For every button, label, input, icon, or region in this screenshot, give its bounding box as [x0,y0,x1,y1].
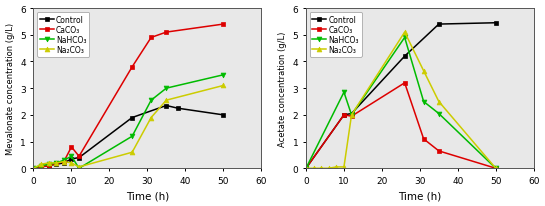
CaCO₃ [163,32,169,34]
Na₂CO₃ [45,162,52,164]
NaHCO₃ [129,135,136,138]
Line: NaHCO₃: NaHCO₃ [31,73,226,171]
Control [76,157,82,159]
Control [30,167,37,170]
Legend: Control, CaCO₃, NaHCO₃, Na₂CO₃: Control, CaCO₃, NaHCO₃, Na₂CO₃ [310,13,362,57]
Control [435,24,442,26]
CaCO₃ [341,114,347,117]
Na₂CO₃ [38,163,44,166]
Na₂CO₃ [53,162,59,164]
NaHCO₃ [220,74,227,77]
NaHCO₃ [60,159,67,162]
Y-axis label: Acetate concentration (g/L): Acetate concentration (g/L) [278,31,287,146]
X-axis label: Time (h): Time (h) [126,191,169,200]
Control [402,56,408,58]
NaHCO₃ [30,167,37,170]
Na₂CO₃ [68,162,75,164]
CaCO₃ [148,37,154,40]
Control [220,114,227,117]
CaCO₃ [493,167,499,170]
CaCO₃ [30,167,37,170]
NaHCO₃ [402,37,408,40]
Control [302,167,309,170]
NaHCO₃ [68,155,75,158]
Na₂CO₃ [163,99,169,102]
NaHCO₃ [45,163,52,166]
NaHCO₃ [302,167,309,170]
Line: Na₂CO₃: Na₂CO₃ [31,84,226,171]
CaCO₃ [402,82,408,85]
CaCO₃ [348,115,355,118]
CaCO₃ [302,167,309,170]
Line: Control: Control [31,104,226,171]
Control [45,165,52,167]
NaHCO₃ [341,91,347,94]
NaHCO₃ [148,99,154,102]
Line: Na₂CO₃: Na₂CO₃ [304,30,498,171]
NaHCO₃ [435,113,442,115]
NaHCO₃ [76,167,82,170]
Na₂CO₃ [493,167,499,170]
Line: CaCO₃: CaCO₃ [304,81,498,171]
Na₂CO₃ [318,167,324,170]
Na₂CO₃ [333,166,340,168]
Na₂CO₃ [420,70,427,73]
Line: CaCO₃: CaCO₃ [31,22,226,171]
Control [348,113,355,115]
NaHCO₃ [493,167,499,170]
CaCO₃ [45,165,52,167]
X-axis label: Time (h): Time (h) [398,191,441,200]
Control [68,158,75,160]
Control [38,166,44,168]
Na₂CO₃ [435,101,442,103]
Na₂CO₃ [325,167,332,170]
Control [53,163,59,166]
CaCO₃ [76,155,82,158]
Control [493,22,499,25]
NaHCO₃ [163,88,169,90]
CaCO₃ [129,66,136,69]
Control [174,107,181,110]
Na₂CO₃ [402,32,408,34]
Na₂CO₃ [76,166,82,168]
Legend: Control, CaCO₃, NaHCO₃, Na₂CO₃: Control, CaCO₃, NaHCO₃, Na₂CO₃ [37,13,89,57]
CaCO₃ [68,146,75,148]
CaCO₃ [435,150,442,152]
Na₂CO₃ [302,167,309,170]
CaCO₃ [220,24,227,26]
Na₂CO₃ [341,166,347,168]
Control [60,162,67,164]
Control [129,117,136,119]
NaHCO₃ [53,162,59,164]
NaHCO₃ [420,101,427,103]
Y-axis label: Mevalonate concentration (g/L): Mevalonate concentration (g/L) [5,23,15,154]
NaHCO₃ [38,165,44,167]
CaCO₃ [60,160,67,163]
Control [341,114,347,117]
Na₂CO₃ [60,160,67,163]
Na₂CO₃ [310,167,317,170]
Na₂CO₃ [30,167,37,170]
Control [163,105,169,107]
Na₂CO₃ [220,85,227,87]
Na₂CO₃ [129,151,136,154]
NaHCO₃ [348,114,355,117]
CaCO₃ [38,166,44,168]
Na₂CO₃ [148,117,154,119]
Na₂CO₃ [348,114,355,117]
CaCO₃ [420,138,427,140]
Line: Control: Control [304,21,498,171]
Line: NaHCO₃: NaHCO₃ [304,36,498,171]
CaCO₃ [53,162,59,165]
